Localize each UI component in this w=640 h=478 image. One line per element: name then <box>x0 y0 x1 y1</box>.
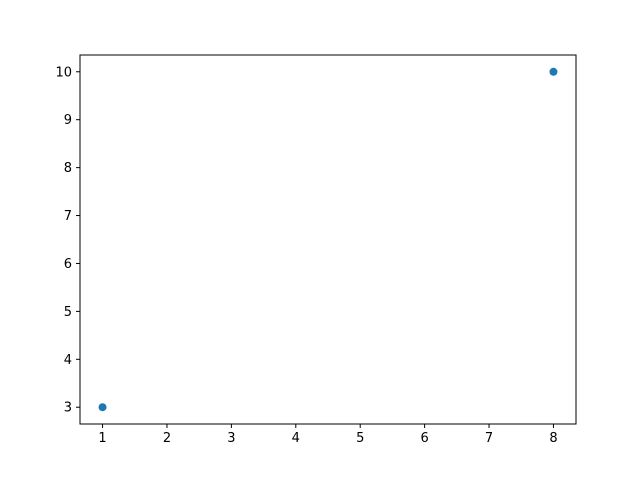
y-tick-label: 3 <box>64 401 72 416</box>
scatter-point <box>98 403 107 412</box>
y-tick-label: 6 <box>64 257 72 272</box>
x-tick-label: 1 <box>98 431 106 446</box>
y-tick-label: 9 <box>64 113 72 128</box>
y-tick-label: 8 <box>64 161 72 176</box>
x-tick-label: 4 <box>292 431 300 446</box>
y-tick-label: 10 <box>55 65 72 80</box>
y-tick-label: 5 <box>64 305 72 320</box>
x-tick-label: 8 <box>549 431 557 446</box>
x-tick-label: 2 <box>163 431 171 446</box>
x-tick-label: 3 <box>227 431 235 446</box>
y-tick-label: 4 <box>64 353 72 368</box>
x-tick-label: 6 <box>420 431 428 446</box>
scatter-point <box>549 67 558 76</box>
x-tick-label: 7 <box>485 431 493 446</box>
y-tick-label: 7 <box>64 209 72 224</box>
x-tick-label: 5 <box>356 431 364 446</box>
axes-spines <box>79 54 577 425</box>
